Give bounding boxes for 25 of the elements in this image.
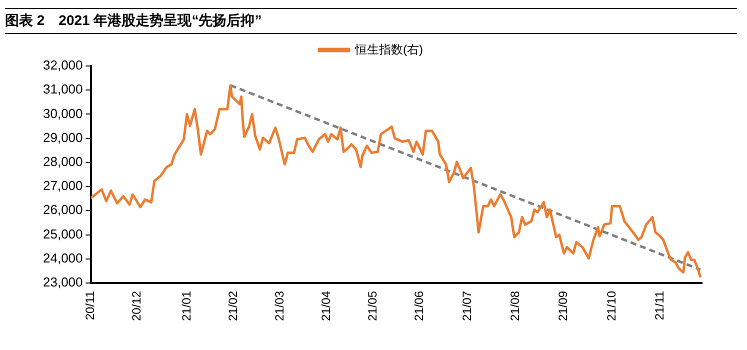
x-tick-label: 21/09 [556, 290, 570, 321]
y-tick-label: 30,000 [42, 106, 83, 121]
x-tick-label: 21/10 [604, 290, 618, 321]
x-tick-label: 21/01 [179, 290, 194, 321]
x-tick-label: 21/04 [318, 290, 333, 321]
x-tick-label: 21/06 [412, 290, 426, 321]
x-tick-label: 20/11 [83, 290, 98, 320]
x-tick-label: 21/08 [508, 290, 522, 321]
y-tick-label: 31,000 [42, 82, 83, 97]
x-tick-label: 21/05 [365, 290, 380, 321]
x-tick-label: 20/12 [130, 290, 144, 321]
y-tick-label: 28,000 [42, 154, 83, 170]
y-tick-label: 27,000 [42, 178, 83, 194]
y-tick-label: 23,000 [42, 274, 83, 290]
x-tick-label: 21/07 [460, 290, 474, 321]
y-tick-label: 29,000 [42, 130, 83, 145]
x-tick-label: 21/02 [226, 290, 240, 321]
y-tick-label: 32,000 [42, 58, 83, 73]
legend-label: 恒生指数(右) [354, 42, 424, 56]
x-tick-label: 21/03 [272, 290, 286, 321]
x-tick-label: 21/11 [652, 290, 666, 320]
y-tick-label: 26,000 [42, 202, 83, 218]
chart-title: 图表 2 2021 年港股走势呈现“先扬后抑” [5, 8, 737, 34]
y-tick-label: 24,000 [42, 250, 83, 266]
y-tick-label: 25,000 [42, 226, 83, 242]
